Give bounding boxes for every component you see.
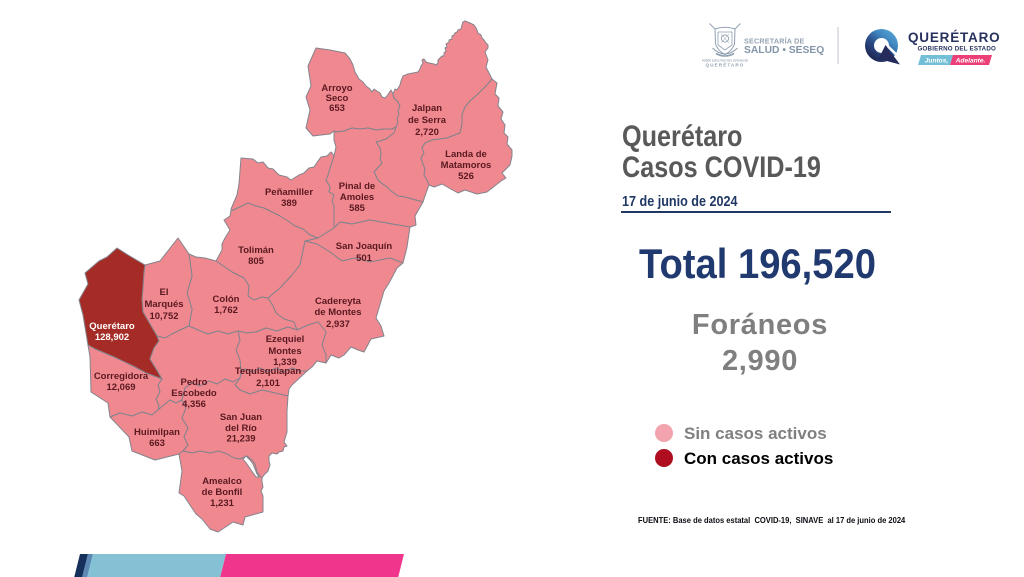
svg-text:Seco: Seco	[326, 93, 349, 104]
svg-text:San Juan: San Juan	[220, 412, 262, 423]
svg-text:653: 653	[329, 103, 345, 114]
svg-text:Colón: Colón	[213, 294, 240, 305]
svg-text:526: 526	[458, 171, 474, 182]
svg-text:GOBIERNO DEL ESTADO: GOBIERNO DEL ESTADO	[918, 46, 997, 53]
svg-text:Querétaro: Querétaro	[89, 321, 135, 332]
svg-text:San Joaquín: San Joaquín	[336, 241, 393, 252]
svg-text:Matamoros: Matamoros	[441, 160, 492, 171]
svg-text:2,101: 2,101	[256, 378, 280, 389]
svg-text:10,752: 10,752	[149, 311, 178, 322]
svg-text:21,239: 21,239	[226, 434, 255, 445]
svg-text:Tolimán: Tolimán	[238, 245, 274, 256]
svg-text:El: El	[160, 287, 169, 298]
svg-text:389: 389	[281, 198, 297, 209]
svg-text:1,231: 1,231	[210, 498, 234, 509]
svg-text:Adelante.: Adelante.	[955, 58, 986, 65]
svg-text:Jalpan: Jalpan	[412, 103, 442, 114]
svg-text:12,069: 12,069	[106, 382, 135, 393]
svg-text:Cadereyta: Cadereyta	[315, 296, 362, 307]
svg-text:Huimilpan: Huimilpan	[134, 427, 180, 438]
svg-text:1,339: 1,339	[273, 357, 297, 368]
svg-text:de Serra: de Serra	[408, 115, 447, 126]
svg-text:Arroyo: Arroyo	[321, 83, 352, 94]
svg-text:1,762: 1,762	[214, 305, 238, 316]
svg-text:QUERÉTARO: QUERÉTARO	[908, 30, 1000, 45]
svg-text:de Montes: de Montes	[315, 307, 362, 318]
svg-text:Pedro: Pedro	[181, 377, 208, 388]
svg-text:Pinal de: Pinal de	[339, 181, 375, 192]
svg-text:2,720: 2,720	[415, 127, 439, 138]
svg-text:Marqués: Marqués	[144, 299, 183, 310]
svg-text:Juntos,: Juntos,	[925, 58, 949, 65]
svg-text:SECRETARÍA DE: SECRETARÍA DE	[744, 37, 805, 46]
svg-text:Montes: Montes	[268, 346, 301, 357]
svg-text:128,902: 128,902	[95, 332, 129, 343]
svg-text:Corregidora: Corregidora	[94, 371, 149, 382]
svg-text:QUERÉTARO: QUERÉTARO	[706, 61, 745, 68]
svg-text:805: 805	[248, 256, 265, 267]
svg-text:Amealco: Amealco	[202, 476, 242, 487]
svg-text:501: 501	[356, 253, 373, 264]
svg-text:de Bonfil: de Bonfil	[202, 487, 243, 498]
svg-text:Landa de: Landa de	[445, 149, 487, 160]
svg-text:663: 663	[149, 438, 165, 449]
svg-text:2,937: 2,937	[326, 319, 350, 330]
svg-text:del Río: del Río	[225, 423, 257, 434]
svg-text:Peñamiller: Peñamiller	[265, 187, 313, 198]
svg-text:Escobedo: Escobedo	[171, 388, 217, 399]
svg-text:4,356: 4,356	[182, 399, 206, 410]
svg-text:PODER EJECUTIVO DEL ESTADO DE: PODER EJECUTIVO DEL ESTADO DE	[702, 59, 748, 63]
svg-text:Tequisquiapan: Tequisquiapan	[235, 366, 302, 377]
svg-text:Amoles: Amoles	[340, 192, 374, 203]
svg-text:585: 585	[349, 203, 366, 214]
svg-text:SALUD • SESEQ: SALUD • SESEQ	[744, 45, 824, 56]
svg-text:Ezequiel: Ezequiel	[266, 334, 305, 345]
